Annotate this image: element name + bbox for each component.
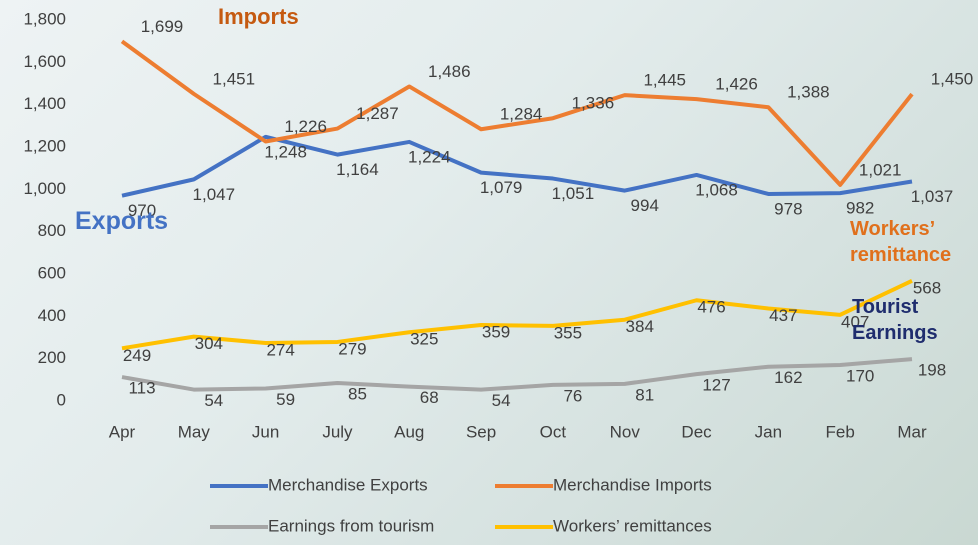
x-tick-label: Jan: [755, 422, 782, 441]
x-tick-label: Dec: [681, 422, 712, 441]
data-label: 113: [128, 379, 155, 398]
y-tick-label: 800: [38, 221, 66, 240]
annotation: Imports: [218, 4, 299, 30]
data-label: 127: [702, 376, 730, 395]
data-label: 304: [195, 334, 223, 353]
data-label: 359: [482, 322, 510, 341]
data-label: 54: [204, 391, 223, 410]
y-tick-label: 600: [38, 263, 66, 282]
data-label: 1,284: [500, 105, 543, 124]
data-label: 982: [846, 199, 874, 218]
data-label: 81: [635, 385, 654, 404]
legend-label: Earnings from tourism: [268, 516, 434, 535]
data-label: 85: [348, 384, 367, 403]
y-tick-label: 0: [57, 390, 66, 409]
x-tick-label: Apr: [109, 422, 136, 441]
legend-label: Merchandise Imports: [553, 475, 712, 494]
x-tick-label: Nov: [610, 422, 641, 441]
x-tick-label: Sep: [466, 422, 496, 441]
data-label: 1,426: [715, 75, 758, 94]
x-tick-label: Feb: [826, 422, 855, 441]
data-label: 325: [410, 330, 438, 349]
data-label: 59: [276, 390, 295, 409]
y-tick-label: 400: [38, 306, 66, 325]
data-label: 1,068: [695, 180, 738, 199]
chart-page: 0 200 400 600 800 1,000 1,200 1,400 1,600 1,800 Ap…: [0, 0, 978, 545]
annotation: Tourist Earnings: [852, 294, 962, 346]
data-label: 162: [774, 368, 802, 387]
data-label: 1,287: [356, 104, 399, 123]
data-label: 274: [266, 340, 294, 359]
x-tick-label: May: [178, 422, 211, 441]
data-label: 1,450: [931, 70, 974, 89]
x-tick-label: Mar: [897, 422, 927, 441]
y-tick-label: 1,600: [23, 52, 66, 71]
data-label: 1,047: [193, 185, 236, 204]
legend-label: Workers’ remittances: [553, 516, 712, 535]
y-tick-label: 200: [38, 348, 66, 367]
y-tick-label: 1,200: [23, 136, 66, 155]
data-label: 1,699: [141, 17, 184, 36]
y-tick-label: 1,400: [23, 94, 66, 113]
data-label: 68: [420, 388, 439, 407]
data-label: 1,079: [480, 178, 523, 197]
data-label: 476: [697, 298, 725, 317]
annotation: Exports: [75, 208, 168, 234]
data-label: 198: [918, 361, 946, 380]
data-label: 76: [563, 386, 582, 405]
data-label: 54: [492, 391, 511, 410]
data-label: 170: [846, 367, 874, 386]
data-label: 1,224: [408, 147, 451, 166]
data-label: 279: [338, 339, 366, 358]
data-label: 1,336: [572, 94, 615, 113]
x-tick-label: Jun: [252, 422, 279, 441]
data-label: 994: [631, 196, 659, 215]
data-label: 1,037: [911, 187, 954, 206]
data-label: 1,445: [643, 71, 686, 90]
data-label: 437: [769, 306, 797, 325]
data-label: 249: [123, 346, 151, 365]
data-label: 1,226: [284, 117, 327, 136]
data-label: 1,486: [428, 62, 471, 81]
data-label: 1,051: [552, 184, 595, 203]
x-tick-label: July: [322, 422, 353, 441]
data-label: 355: [554, 323, 582, 342]
data-label: 978: [774, 199, 802, 218]
chart: 0 200 400 600 800 1,000 1,200 1,400 1,600 1,800 Ap…: [0, 0, 978, 545]
annotation: Workers’ remittance: [850, 216, 978, 268]
data-label: 1,451: [213, 69, 256, 88]
x-tick-label: Oct: [540, 422, 567, 441]
legend-label: Merchandise Exports: [268, 475, 428, 494]
data-label: 384: [626, 317, 654, 336]
y-tick-label: 1,800: [23, 9, 66, 28]
data-label: 1,388: [787, 83, 830, 102]
data-label: 1,164: [336, 160, 379, 179]
data-label: 1,021: [859, 160, 902, 179]
y-tick-label: 1,000: [23, 179, 66, 198]
x-tick-label: Aug: [394, 422, 424, 441]
data-label: 1,248: [264, 142, 307, 161]
